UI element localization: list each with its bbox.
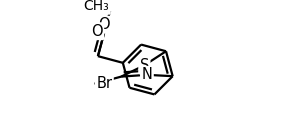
- Text: Br: Br: [96, 76, 112, 91]
- Text: CH₃: CH₃: [84, 0, 109, 13]
- Text: O: O: [98, 17, 109, 32]
- Text: O: O: [91, 24, 103, 39]
- Text: S: S: [140, 58, 149, 73]
- Text: N: N: [142, 67, 152, 82]
